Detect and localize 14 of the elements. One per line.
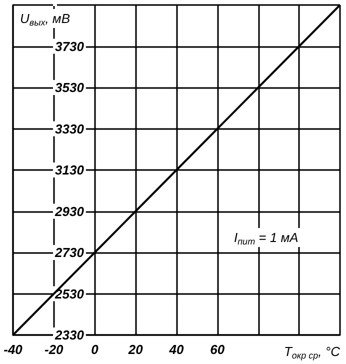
y-tick-label: 3730 — [55, 38, 85, 54]
y-tick-label: 3330 — [55, 121, 85, 136]
y-tick-label: 3530 — [55, 80, 85, 95]
x-tick-label: -20 — [44, 342, 64, 357]
y-tick-label: 2330 — [54, 328, 85, 342]
y-tick-label: 2930 — [54, 204, 85, 219]
x-tick-label: 0 — [91, 342, 100, 357]
x-tick-label: 20 — [127, 342, 144, 357]
x-tick-label: 60 — [210, 342, 226, 357]
x-tick-label: 40 — [168, 342, 184, 357]
y-tick-label: 2730 — [54, 245, 85, 260]
x-tick-label: -40 — [4, 342, 24, 357]
y-tick-label: 3130 — [55, 162, 85, 178]
y-tick-label: 2530 — [54, 286, 85, 302]
